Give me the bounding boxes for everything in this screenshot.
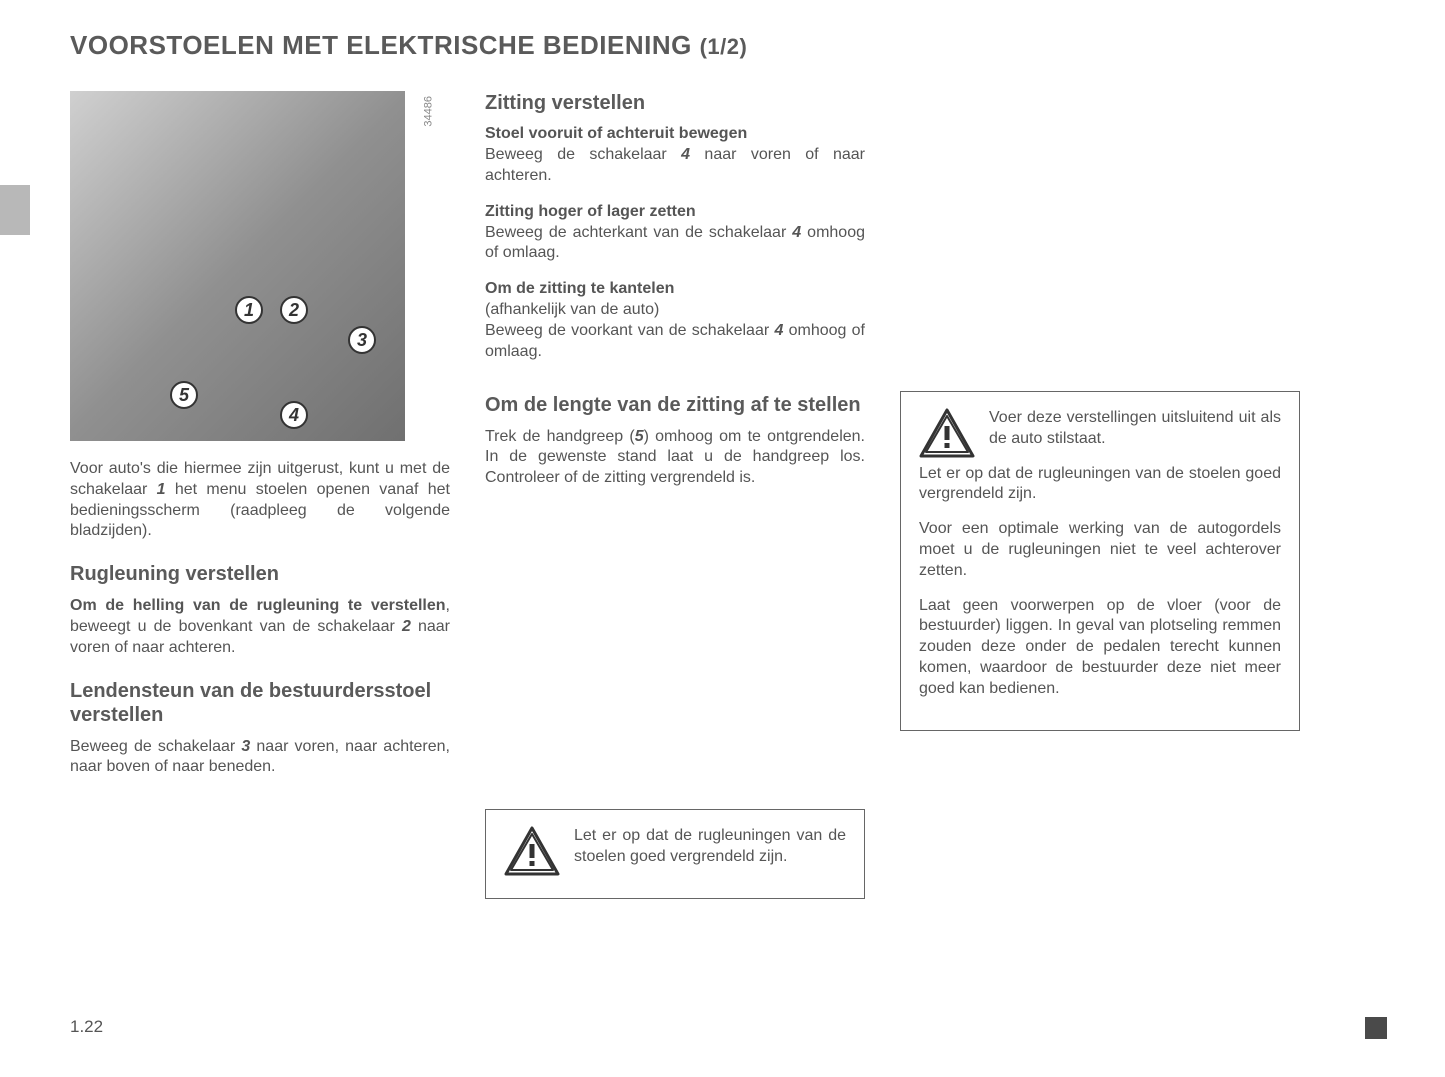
text-bold: Om de helling van de rugleuning te verst… [70,597,446,614]
column-1: 34486 1 2 3 4 5 Voor auto's die hiermee … [70,91,450,899]
para: (afhankelijk van de auto) Beweeg de voor… [485,300,865,362]
side-tab [0,185,30,235]
intro-text: Voor auto's die hiermee zijn uitgerust, … [70,459,450,542]
content-columns: 34486 1 2 3 4 5 Voor auto's die hiermee … [70,91,1385,899]
block-stoel-bewegen: Stoel vooruit of achteruit bewegen Bewee… [485,125,865,187]
ref: 1 [157,481,166,498]
block-zitting-hoger: Zitting hoger of lager zetten Beweeg de … [485,203,865,265]
subheading: Stoel vooruit of achteruit bewegen [485,125,865,143]
page-number: 1.22 [70,1017,103,1037]
warning-box-large: Voer deze verstellingen uitsluitend uit … [900,391,1300,731]
column-2: Zitting verstellen Stoel vooruit of acht… [485,91,865,899]
ref: 4 [792,224,801,241]
callout-4: 4 [280,401,308,429]
text: Beweeg de schakelaar [70,738,241,755]
title-suffix: (1/2) [700,34,748,59]
ref: 4 [681,146,690,163]
page-title: VOORSTOELEN MET ELEKTRISCHE BEDIENING (1… [70,30,1385,61]
para-lengte: Trek de handgreep (5) omhoog om te ontgr… [485,427,865,489]
warning-p4: Laat geen voorwerpen op de vloer (voor d… [919,596,1281,700]
callout-2: 2 [280,296,308,324]
callout-1: 1 [235,296,263,324]
ref: 2 [402,618,411,635]
para-rugleuning: Om de helling van de rugleuning te verst… [70,596,450,658]
heading-zitting: Zitting verstellen [485,91,865,115]
block-zitting-kantelen: Om de zitting te kantelen (afhankelijk v… [485,280,865,362]
para: Beweeg de schakelaar 4 naar voren of naa… [485,145,865,187]
warning-p2: Let er op dat de rugleuningen van de sto… [919,464,1281,506]
column-3: Voer deze verstellingen uitsluitend uit … [900,91,1300,899]
warning-box-small: Let er op dat de rugleuningen van de sto… [485,809,865,899]
image-code: 34486 [423,96,435,127]
warning-p3: Voor een optimale werking van de autogor… [919,519,1281,581]
warning-icon [504,826,560,876]
ref: 5 [635,428,644,445]
text-note: (afhankelijk van de auto) [485,301,659,318]
text: Beweeg de achterkant van de schakelaar [485,224,792,241]
heading-lendensteun: Lendensteun van de bestuurdersstoel vers… [70,679,450,727]
heading-lengte: Om de lengte van de zitting af te stelle… [485,393,865,417]
title-main: VOORSTOELEN MET ELEKTRISCHE BEDIENING [70,30,692,60]
warning-icon [919,408,975,458]
ref: 3 [241,738,250,755]
corner-mark [1365,1017,1387,1039]
callout-3: 3 [348,326,376,354]
seat-diagram: 34486 1 2 3 4 5 [70,91,405,441]
text: Beweeg de schakelaar [485,146,681,163]
subheading: Om de zitting te kantelen [485,280,865,298]
para: Beweeg de achterkant van de schakelaar 4… [485,223,865,265]
text: Beweeg de voorkant van de schakelaar [485,322,774,339]
callout-5: 5 [170,381,198,409]
text: Trek de handgreep ( [485,428,635,445]
ref: 4 [774,322,783,339]
subheading: Zitting hoger of lager zetten [485,203,865,221]
heading-rugleuning: Rugleuning verstellen [70,562,450,586]
para-lendensteun: Beweeg de schakelaar 3 naar voren, naar … [70,737,450,779]
